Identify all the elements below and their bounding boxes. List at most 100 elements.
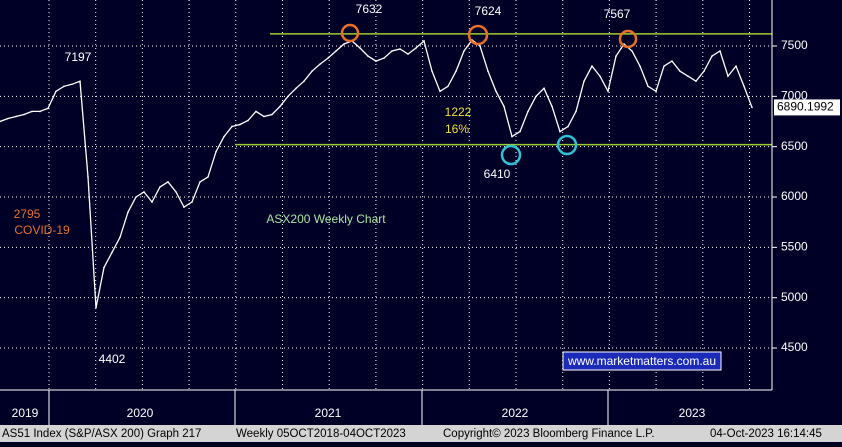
price-point — [63, 85, 65, 88]
price-point — [151, 201, 153, 203]
price-point — [239, 123, 241, 126]
price-point — [695, 80, 697, 83]
price-point — [255, 110, 257, 113]
price-point — [399, 48, 401, 50]
price-point — [391, 50, 393, 52]
price-point — [479, 45, 481, 47]
price-point — [295, 87, 297, 90]
annotation: 4402 — [99, 352, 126, 366]
price-point — [23, 113, 25, 116]
price-point — [167, 181, 169, 183]
price-point — [551, 105, 553, 108]
levels — [235, 33, 772, 146]
footer-text: Weekly 05OCT2018-04OCT2023 — [236, 428, 406, 440]
price-point — [583, 80, 585, 83]
price-point — [503, 105, 505, 108]
peak-circle — [618, 29, 638, 49]
price-point — [727, 75, 729, 78]
annotation: 7197 — [65, 50, 92, 64]
price-point — [607, 90, 609, 93]
price-point — [511, 135, 513, 138]
price-point — [455, 70, 457, 72]
x-tick-label: 2021 — [315, 406, 342, 420]
price-point — [327, 57, 329, 59]
footer-text: Copyright© 2023 Bloomberg Finance L.P. — [443, 428, 655, 440]
price-point — [215, 150, 217, 153]
y-tick-label: 7500 — [781, 38, 808, 52]
price-point — [159, 186, 161, 188]
price-point — [631, 50, 633, 52]
price-point — [199, 181, 201, 183]
price-point — [47, 107, 49, 110]
price-point — [15, 115, 17, 118]
price-point — [183, 206, 185, 208]
price-point — [31, 110, 33, 113]
price-point — [719, 50, 721, 52]
footer-text: AS51 Index (S&P/ASX 200) Graph 217 — [2, 428, 201, 440]
price-point — [79, 80, 81, 83]
price-point — [535, 95, 537, 98]
price-point — [287, 95, 289, 98]
price-point — [39, 110, 41, 113]
x-tick-label: 2022 — [502, 406, 529, 420]
price-point — [463, 50, 465, 52]
annotation: 6410 — [484, 167, 511, 181]
price-point — [639, 65, 641, 67]
x-tick-label: 2019 — [12, 406, 39, 420]
price-point — [335, 50, 337, 52]
price-point — [175, 191, 177, 193]
y-tick-label: 6000 — [781, 189, 808, 203]
axes: 2019 2020 2021 2022 2023 4500 5000 5500 6000 6500… — [12, 38, 840, 425]
price-point — [231, 125, 233, 128]
price-point — [543, 87, 545, 90]
price-point — [575, 110, 577, 113]
price-point — [207, 176, 209, 178]
price-point — [127, 211, 129, 213]
price-point — [751, 106, 753, 109]
footer: AS51 Index (S&P/ASX 200) Graph 217 Weekl… — [2, 428, 822, 440]
price-point — [743, 85, 745, 88]
price-point — [679, 70, 681, 72]
price-point — [447, 85, 449, 88]
price-point — [103, 266, 105, 269]
price-point — [359, 47, 361, 49]
price-point — [615, 55, 617, 57]
y-tick-label: 4500 — [781, 340, 808, 354]
price-point — [111, 251, 113, 254]
price-point — [735, 65, 737, 67]
price-point — [519, 130, 521, 133]
price-point — [279, 105, 281, 108]
price-point — [687, 75, 689, 78]
price-point — [527, 110, 529, 113]
price-point — [567, 125, 569, 128]
price-point — [303, 80, 305, 83]
peak-circle — [340, 23, 360, 43]
price-point — [223, 135, 225, 138]
watermark: www.marketmatters.com.au — [567, 354, 716, 368]
price-point — [711, 55, 713, 57]
price-point — [263, 115, 265, 118]
price-point — [0, 120, 1, 123]
price-point — [559, 130, 561, 133]
price-point — [663, 65, 665, 67]
price-point — [319, 63, 321, 65]
footer-bar — [0, 425, 842, 442]
price-point — [135, 196, 137, 198]
price-point — [599, 75, 601, 78]
annotation: 2795 — [14, 207, 41, 221]
x-tick-label: 2020 — [127, 406, 154, 420]
price-point — [495, 90, 497, 93]
price-point — [311, 70, 313, 72]
last-price-box — [774, 99, 840, 116]
price-point — [383, 57, 385, 59]
price-point — [367, 55, 369, 57]
x-tick-label: 2023 — [679, 406, 706, 420]
last-price: 6890.1992 — [777, 100, 834, 114]
y-tick-label: 6500 — [781, 139, 808, 153]
price-point — [143, 191, 145, 193]
y-tick-label: 5000 — [781, 290, 808, 304]
price-point — [71, 83, 73, 86]
price-point — [423, 40, 425, 42]
